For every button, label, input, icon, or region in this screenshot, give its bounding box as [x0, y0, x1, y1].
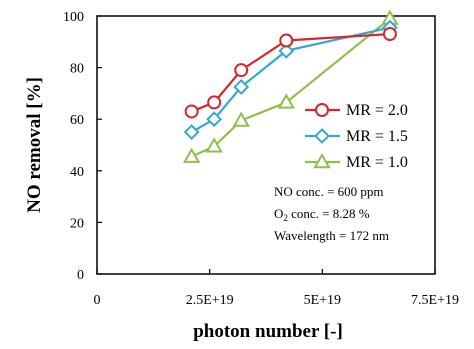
y-tick-label: 40	[70, 165, 84, 180]
series-mr-20	[184, 27, 397, 119]
data-point	[279, 33, 294, 48]
y-tick-label: 0	[77, 268, 84, 283]
data-point	[183, 124, 200, 141]
x-tick-label: 2.5E+19	[186, 293, 234, 308]
legend: MR = 2.0 MR = 1.5 MR = 1.0	[305, 102, 408, 171]
data-point	[382, 27, 397, 42]
legend-marker	[315, 103, 329, 117]
x-tick-label: 5E+19	[304, 293, 341, 308]
conditions-note: NO conc. = 600 ppm O2 conc. = 8.28 % Wav…	[274, 184, 389, 243]
legend-label: MR = 1.0	[346, 154, 408, 171]
legend-label: MR = 2.0	[346, 102, 408, 119]
y-tick-label: 20	[70, 216, 84, 231]
y-axis-ticks: 0 20 40 60 80 100	[63, 10, 102, 283]
data-point	[232, 111, 250, 127]
y-tick-label: 80	[70, 62, 84, 77]
legend-marker	[313, 152, 331, 169]
note-line-2-sub: 2	[283, 213, 288, 223]
note-line-2-suffix: conc. = 8.28 %	[288, 206, 370, 221]
data-point	[278, 42, 295, 59]
data-point	[184, 104, 199, 119]
data-point	[277, 93, 296, 109]
note-line-1: NO conc. = 600 ppm	[274, 184, 384, 199]
series-layer	[182, 9, 399, 163]
x-axis-title: photon number [-]	[193, 321, 343, 342]
data-point	[234, 63, 249, 78]
legend-item: MR = 2.0	[305, 102, 408, 119]
x-tick-label: 0	[94, 293, 101, 308]
legend-label: MR = 1.5	[346, 128, 408, 145]
legend-item: MR = 1.5	[305, 128, 408, 145]
plot-area	[96, 15, 436, 275]
series-mr-15	[183, 19, 398, 141]
data-point	[207, 95, 222, 110]
x-axis-ticks: 0 2.5E+19 5E+19 7.5E+19	[94, 269, 459, 308]
note-line-2-prefix: O	[274, 206, 283, 221]
y-tick-label: 60	[70, 113, 84, 128]
note-line-3: Wavelength = 172 nm	[274, 228, 389, 243]
data-point	[233, 79, 250, 95]
y-tick-label: 100	[63, 10, 84, 25]
note-line-2: O2 conc. = 8.28 %	[274, 206, 370, 223]
data-point	[205, 137, 223, 153]
y-axis-title: NO removal [%]	[24, 77, 45, 213]
x-tick-label: 7.5E+19	[411, 293, 459, 308]
legend-item: MR = 1.0	[305, 152, 408, 171]
data-point	[182, 147, 201, 163]
data-point	[206, 111, 223, 128]
legend-marker	[314, 128, 330, 144]
